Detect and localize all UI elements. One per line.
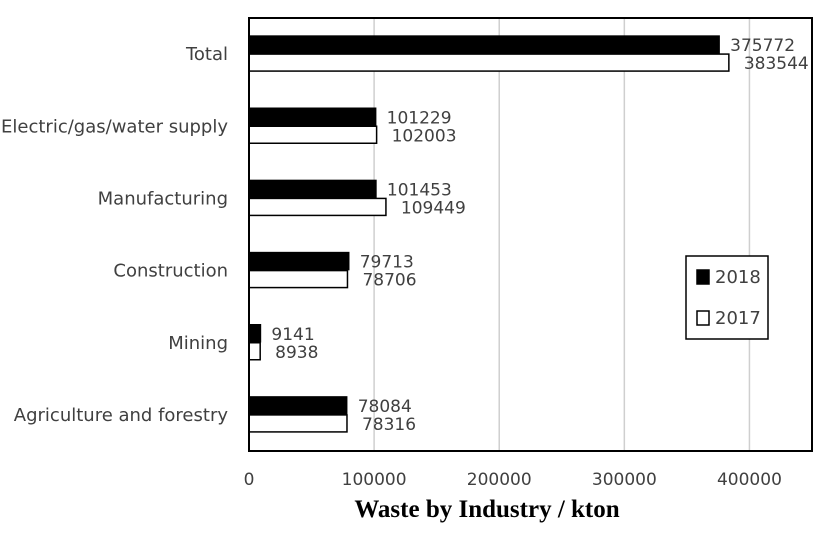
x-tick-labels: 0 100000 200000 300000 400000 [244,470,782,490]
bar-2017 [248,342,261,361]
data-label-2018: 375772 [730,36,795,56]
category-label: Agriculture and forestry [14,405,229,426]
bars [248,35,730,433]
plot-area-frame [248,17,813,452]
data-label-2018: 101453 [387,180,452,200]
data-label-2017: 109449 [401,198,466,218]
data-label-2018: 101229 [387,108,452,128]
bar-2018 [248,251,350,271]
category-label: Mining [168,333,228,354]
legend-label-2017: 2017 [715,308,761,329]
category-labels: Agriculture and forestry Mining Constructi… [1,44,228,426]
data-label-2017: 102003 [392,126,457,146]
category-label: Total [185,44,228,65]
bar-2018 [248,35,720,54]
data-label-2018: 79713 [360,253,414,273]
legend: 2018 2017 [685,255,769,340]
bar-2017 [248,125,378,144]
bar-2018 [248,179,377,199]
data-label-2017: 383544 [744,54,809,74]
gridlines [373,18,751,451]
data-label-2017: 78706 [362,271,416,291]
bar-2018 [248,324,262,343]
category-label: Construction [113,261,228,282]
legend-label-2018: 2018 [715,267,761,288]
data-label-2017: 8938 [275,343,318,363]
x-tick-label: 0 [244,470,255,490]
x-axis-label: Waste by Industry / kton [354,496,619,523]
x-tick-label: 300000 [592,470,657,490]
x-tick-label: 100000 [342,470,407,490]
bar-2018 [248,396,348,415]
bar-2017 [248,269,349,289]
data-label-2017: 78316 [362,415,416,435]
bar-2018 [248,107,377,126]
bar-2017 [248,197,387,217]
category-label: Manufacturing [98,188,228,209]
legend-swatch-2018 [696,269,710,285]
legend-swatch-2017 [696,310,710,326]
data-label-2018: 78084 [358,397,412,417]
data-label-2018: 9141 [271,325,314,345]
x-tick-label: 200000 [467,470,532,490]
category-label: Electric/gas/water supply [1,116,228,137]
bar-2017 [248,414,348,433]
x-tick-label: 400000 [717,470,782,490]
bar-2017 [248,53,730,72]
